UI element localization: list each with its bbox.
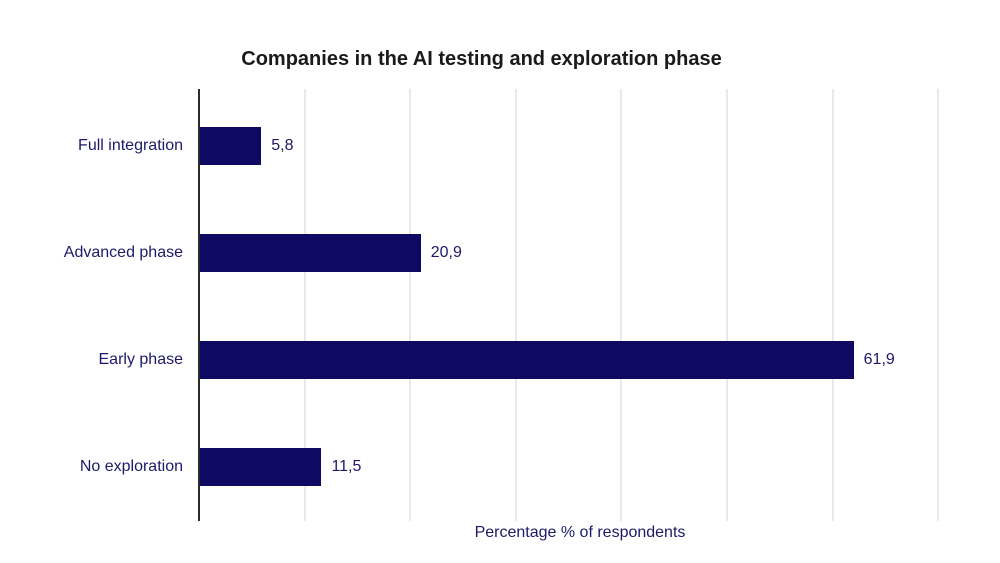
bar: [200, 448, 322, 487]
plot-area: Full integration 5,8 Advanced phase 20,9 Ear…: [0, 89, 1000, 521]
x-axis-label: Percentage % of respondents: [474, 524, 686, 541]
gridline: [514, 89, 517, 521]
bar: [200, 233, 421, 272]
gridline: [303, 89, 306, 521]
category-label: Full integration: [78, 136, 183, 154]
gridline: [937, 89, 940, 521]
y-axis-line: [198, 89, 200, 521]
value-label: 61,9: [863, 350, 895, 368]
category-label: No exploration: [79, 458, 183, 476]
gridline: [620, 89, 623, 521]
value-label: 11,5: [331, 458, 362, 476]
category-label: Early phase: [98, 350, 184, 368]
value-label: 20,9: [430, 243, 462, 261]
gridline: [831, 89, 834, 521]
gridline: [726, 89, 728, 521]
value-label: 5,8: [271, 136, 294, 154]
gridline: [409, 89, 412, 521]
category-label: Advanced phase: [63, 243, 183, 261]
bar: [200, 126, 262, 165]
chart-title: Companies in the AI testing and explorat…: [241, 48, 722, 70]
bar: [200, 340, 854, 379]
